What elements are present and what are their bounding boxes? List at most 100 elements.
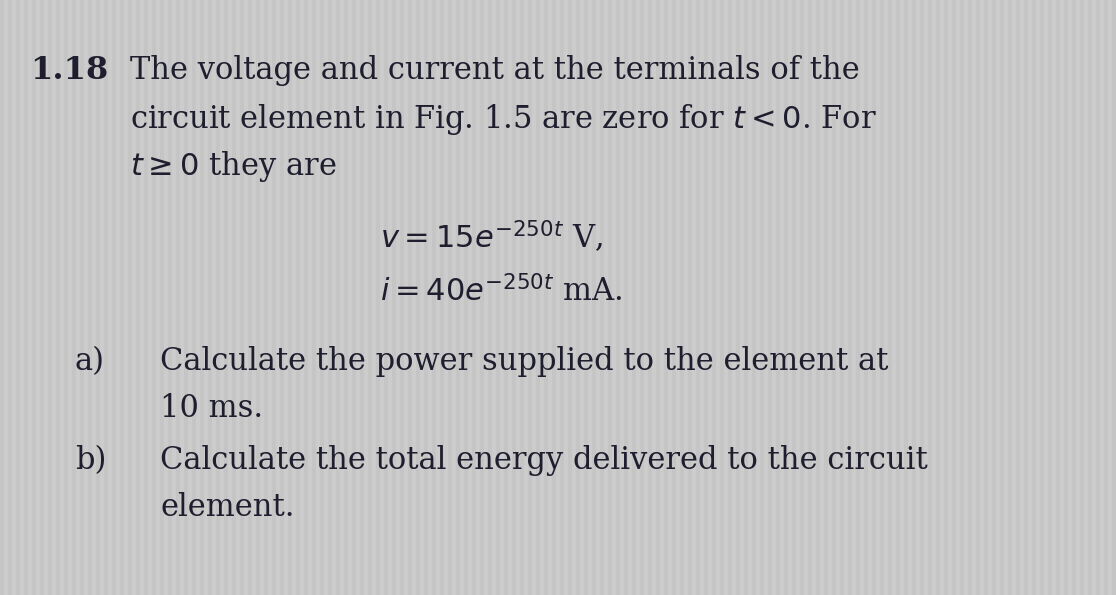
Bar — [64, 0, 68, 595]
Bar — [1060, 0, 1064, 595]
Bar — [448, 0, 452, 595]
Bar — [444, 0, 448, 595]
Bar — [988, 0, 992, 595]
Bar — [352, 0, 356, 595]
Text: $t \geq 0$ they are: $t \geq 0$ they are — [129, 149, 337, 184]
Bar — [256, 0, 260, 595]
Bar — [652, 0, 656, 595]
Bar — [980, 0, 984, 595]
Bar — [540, 0, 543, 595]
Bar — [424, 0, 429, 595]
Bar — [560, 0, 564, 595]
Bar — [477, 0, 480, 595]
Bar — [116, 0, 121, 595]
Bar — [152, 0, 156, 595]
Bar — [364, 0, 368, 595]
Bar — [800, 0, 804, 595]
Text: The voltage and current at the terminals of the: The voltage and current at the terminals… — [129, 55, 859, 86]
Bar — [532, 0, 536, 595]
Bar — [73, 0, 76, 595]
Bar — [764, 0, 768, 595]
Bar — [936, 0, 940, 595]
Bar — [44, 0, 48, 595]
Bar — [816, 0, 820, 595]
Bar — [68, 0, 73, 595]
Bar — [20, 0, 25, 595]
Bar — [881, 0, 884, 595]
Bar — [368, 0, 372, 595]
Bar — [381, 0, 384, 595]
Bar — [516, 0, 520, 595]
Bar — [892, 0, 896, 595]
Text: 1.18: 1.18 — [30, 55, 108, 86]
Bar — [28, 0, 32, 595]
Text: b): b) — [75, 445, 106, 476]
Bar — [748, 0, 752, 595]
Bar — [452, 0, 456, 595]
Bar — [128, 0, 132, 595]
Bar — [1024, 0, 1028, 595]
Bar — [520, 0, 525, 595]
Bar — [716, 0, 720, 595]
Bar — [356, 0, 360, 595]
Bar — [264, 0, 268, 595]
Bar — [164, 0, 169, 595]
Bar — [708, 0, 712, 595]
Bar — [712, 0, 716, 595]
Bar — [680, 0, 684, 595]
Bar — [416, 0, 420, 595]
Bar — [296, 0, 300, 595]
Bar — [896, 0, 899, 595]
Bar — [735, 0, 740, 595]
Bar — [995, 0, 1000, 595]
Bar — [140, 0, 144, 595]
Bar — [156, 0, 160, 595]
Bar — [328, 0, 331, 595]
Bar — [1104, 0, 1108, 595]
Bar — [804, 0, 808, 595]
Bar — [500, 0, 504, 595]
Bar — [756, 0, 760, 595]
Bar — [899, 0, 904, 595]
Bar — [496, 0, 500, 595]
Bar — [556, 0, 560, 595]
Bar — [776, 0, 780, 595]
Bar — [324, 0, 328, 595]
Bar — [388, 0, 392, 595]
Bar — [704, 0, 708, 595]
Bar — [908, 0, 912, 595]
Bar — [1064, 0, 1068, 595]
Bar — [760, 0, 764, 595]
Bar — [440, 0, 444, 595]
Bar — [929, 0, 932, 595]
Bar — [232, 0, 235, 595]
Bar — [4, 0, 8, 595]
Bar — [224, 0, 228, 595]
Bar — [536, 0, 540, 595]
Bar — [504, 0, 508, 595]
Bar — [169, 0, 172, 595]
Bar — [512, 0, 516, 595]
Bar — [796, 0, 800, 595]
Bar — [8, 0, 12, 595]
Text: 10 ms.: 10 ms. — [160, 393, 263, 424]
Bar — [76, 0, 80, 595]
Bar — [336, 0, 340, 595]
Bar — [1000, 0, 1004, 595]
Bar — [228, 0, 232, 595]
Bar — [292, 0, 296, 595]
Bar — [272, 0, 276, 595]
Bar — [312, 0, 316, 595]
Bar — [672, 0, 676, 595]
Bar — [912, 0, 916, 595]
Bar — [108, 0, 112, 595]
Bar — [856, 0, 860, 595]
Bar — [492, 0, 496, 595]
Bar — [964, 0, 968, 595]
Bar — [588, 0, 591, 595]
Bar — [1016, 0, 1020, 595]
Bar — [176, 0, 180, 595]
Bar — [144, 0, 148, 595]
Bar — [591, 0, 596, 595]
Bar — [573, 0, 576, 595]
